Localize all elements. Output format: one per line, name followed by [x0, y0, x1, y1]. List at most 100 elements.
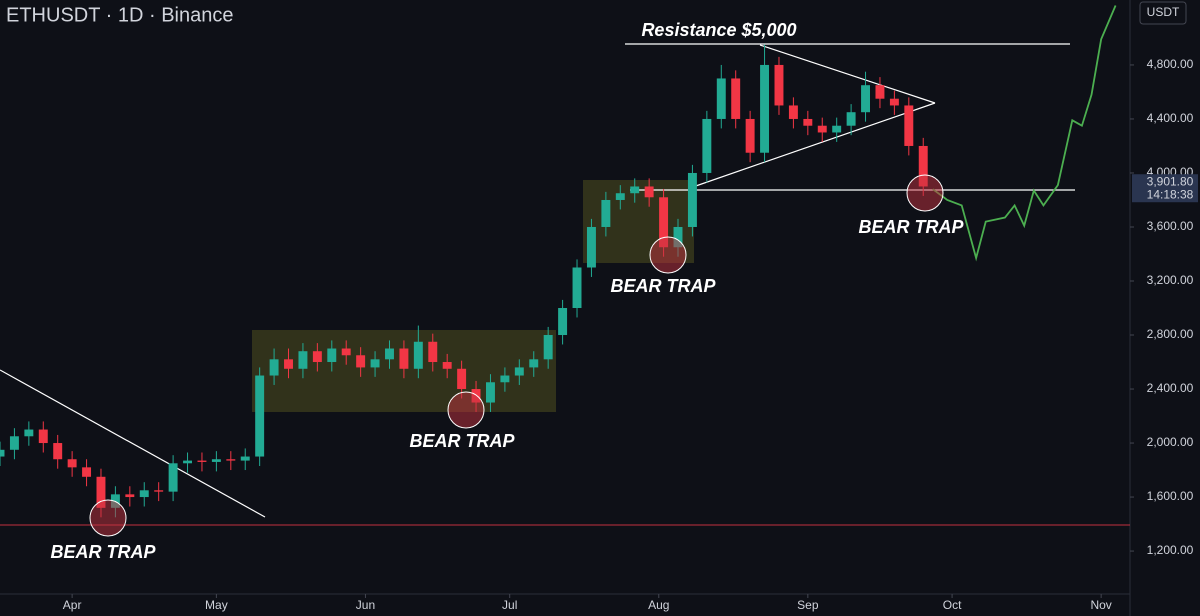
candle-body: [255, 375, 265, 457]
trap-circle: [447, 391, 485, 429]
marks: [0, 5, 1117, 518]
candle-body: [846, 112, 856, 126]
y-tick-label: 1,200.00: [1147, 543, 1194, 557]
countdown: 14:18:38: [1147, 187, 1194, 201]
candle-body: [96, 476, 106, 508]
candle-body: [24, 429, 34, 437]
candle-body: [500, 375, 510, 383]
trend-line: [0, 369, 266, 518]
candle-body: [529, 359, 539, 368]
triangle-line: [689, 102, 936, 189]
candle-body: [399, 348, 409, 369]
triangle-line: [759, 44, 936, 104]
candle-body: [168, 463, 178, 492]
candle-body: [918, 145, 928, 187]
x-tick-label: Oct: [943, 598, 962, 612]
candle-body: [586, 226, 596, 268]
y-tick-label: 4,400.00: [1147, 111, 1194, 125]
x-tick-label: Sep: [797, 598, 819, 612]
candle-body: [428, 341, 438, 363]
candle-body: [154, 490, 164, 492]
candle-body: [875, 85, 885, 99]
candle-body: [630, 186, 640, 194]
candle-body: [341, 348, 351, 356]
annotation: Resistance $5,000: [641, 20, 796, 40]
candle-body: [356, 355, 366, 368]
x-tick-label: Jul: [502, 598, 517, 612]
candle-body: [211, 459, 221, 462]
chart-title: ETHUSDT · 1D · Binance: [6, 4, 233, 26]
candle-body: [558, 308, 568, 336]
y-tick-label: 2,000.00: [1147, 435, 1194, 449]
y-tick-label: 3,200.00: [1147, 273, 1194, 287]
y-tick-label: 4,800.00: [1147, 57, 1194, 71]
annotation: BEAR TRAP: [409, 431, 515, 451]
candle-body: [327, 348, 337, 363]
candle-body: [904, 105, 914, 146]
candle-body: [861, 85, 871, 113]
x-tick-label: Apr: [63, 598, 82, 612]
candle-body: [53, 443, 63, 460]
candle-body: [514, 367, 524, 376]
projection-line: [932, 5, 1117, 262]
candle-body: [0, 449, 5, 457]
y-tick-label: 1,600.00: [1147, 489, 1194, 503]
candle-body: [572, 267, 582, 309]
candle-body: [125, 494, 135, 498]
x-tick-label: May: [205, 598, 228, 612]
candle-body: [731, 78, 741, 119]
trap-circle: [89, 499, 127, 537]
candle-body: [673, 226, 683, 248]
candle-body: [370, 359, 380, 368]
candle-body: [385, 348, 394, 360]
candle-body: [312, 351, 322, 363]
candle-body: [716, 78, 726, 119]
candle-body: [67, 459, 77, 468]
trap-circle: [906, 174, 944, 212]
candle-body: [38, 429, 48, 444]
x-tick-label: Aug: [648, 598, 669, 612]
candle-body: [543, 335, 553, 360]
candle-body: [788, 105, 798, 119]
candle-body: [442, 362, 452, 369]
candle-body: [269, 359, 279, 376]
candle-body: [82, 467, 92, 477]
candle-body: [687, 172, 697, 227]
currency: USDT: [1147, 5, 1180, 19]
candle-body: [832, 125, 842, 133]
candle-body: [817, 125, 827, 133]
candle-body: [9, 436, 19, 450]
annotation: BEAR TRAP: [610, 276, 716, 296]
annotation: BEAR TRAP: [50, 542, 156, 562]
trap-circle: [649, 236, 687, 274]
candle-body: [457, 368, 467, 390]
currency-box: [1139, 1, 1187, 25]
candle-body: [702, 118, 712, 173]
candle-body: [485, 382, 495, 403]
candle-body: [226, 459, 236, 461]
candle-body: [774, 64, 784, 106]
candle-body: [240, 456, 250, 461]
x-tick-label: Nov: [1090, 598, 1111, 612]
candle-body: [197, 460, 207, 462]
y-tick-label: 2,800.00: [1147, 327, 1194, 341]
candle-body: [803, 118, 813, 126]
y-tick-label: 3,600.00: [1147, 219, 1194, 233]
candle-body: [139, 490, 149, 498]
candle-body: [659, 197, 669, 248]
candle-body: [760, 64, 770, 153]
candle-body: [183, 460, 193, 464]
y-tick-label: 2,400.00: [1147, 381, 1194, 395]
candle-body: [644, 186, 654, 198]
last-price-box: [1132, 174, 1198, 203]
candle-body: [413, 341, 423, 369]
candle-body: [298, 351, 308, 369]
candle-body: [284, 359, 293, 369]
x-tick-label: Jun: [356, 598, 375, 612]
candle-body: [601, 199, 611, 227]
candle-body: [745, 118, 755, 153]
annotation: BEAR TRAP: [858, 217, 964, 237]
last-price-label: 3,901.80: [1147, 174, 1194, 188]
